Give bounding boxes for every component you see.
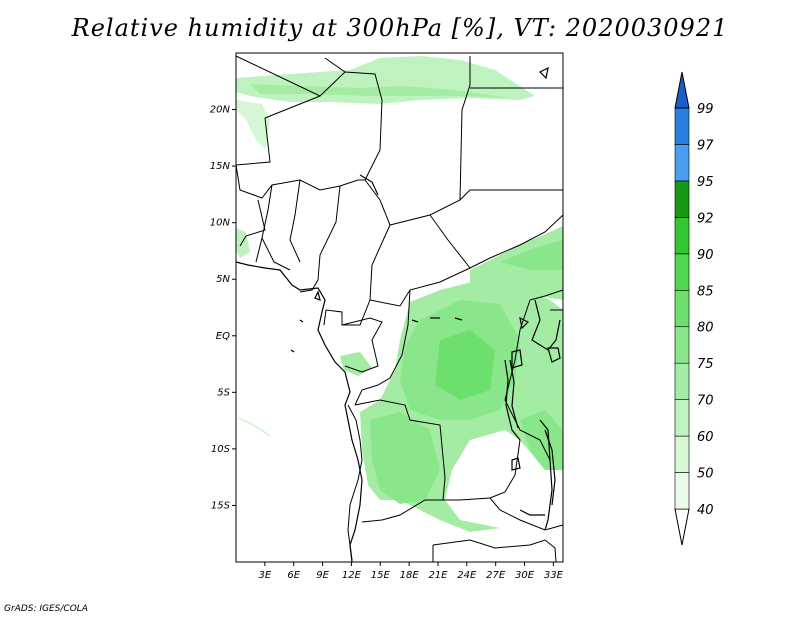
lat-axis: 20N 15N 10N 5N EQ 5S 10S 15S [210,105,236,511]
lon-tick-label: 30E [515,570,535,581]
colorbar-segment [674,217,690,255]
lon-tick-label: 27E [486,570,506,581]
map-frame [235,52,564,563]
colorbar-segment [674,472,690,510]
lat-tick-label: 10N [210,218,231,229]
colorbar-over-arrow [674,71,690,109]
colorbar-label: 99 [697,102,714,117]
lon-tick-label: 3E [259,570,272,581]
colorbar-label: 40 [697,503,714,518]
lon-tick-label: 33E [544,570,564,581]
colorbar-label: 85 [697,284,714,299]
colorbar-label: 60 [697,430,714,445]
colorbar-label: 80 [697,321,714,336]
colorbar-segment [674,107,690,145]
colorbar-segment [674,253,690,291]
lon-tick-label: 12E [342,570,362,581]
colorbar-label: 92 [697,211,714,226]
lon-tick-label: 18E [400,570,420,581]
colorbar-label: 70 [697,394,714,409]
lat-tick-label: EQ [216,331,230,342]
colorbar-segment [674,180,690,218]
humidity-fill [236,56,563,532]
colorbar-label: 50 [697,467,714,482]
colorbar: 40 50 60 70 75 80 85 90 92 95 97 99 [674,71,714,546]
colorbar-segment [674,362,690,400]
lat-tick-label: 15N [210,161,231,172]
lon-tick-label: 9E [316,570,329,581]
colorbar-segment [674,399,690,437]
grads-credit: GrADS: IGES/COLA [4,604,88,614]
colorbar-label: 90 [697,248,714,263]
lat-tick-label: 10S [211,444,231,455]
lat-tick-label: 5S [217,387,230,398]
colorbar-label: 75 [697,357,714,372]
colorbar-segment [674,326,690,364]
colorbar-segment [674,435,690,473]
country-borders [235,55,564,563]
colorbar-segment [674,289,690,328]
lon-tick-label: 15E [371,570,391,581]
map-title: Relative humidity at 300hPa [%], VT: 202… [71,14,729,42]
colorbar-segment [674,144,690,182]
colorbar-under-arrow [674,508,690,546]
lon-tick-label: 21E [428,570,448,581]
colorbar-label: 97 [697,138,714,153]
lon-tick-label: 24E [457,570,477,581]
colorbar-label: 95 [697,175,714,190]
lon-axis: 3E 6E 9E 12E 15E 18E 21E 24E 27E 30E 33E [259,562,564,581]
lat-tick-label: 20N [210,105,231,116]
coastline [235,66,561,563]
lat-tick-label: 5N [216,274,230,285]
lat-tick-label: 15S [211,500,231,511]
lon-tick-label: 6E [287,570,300,581]
